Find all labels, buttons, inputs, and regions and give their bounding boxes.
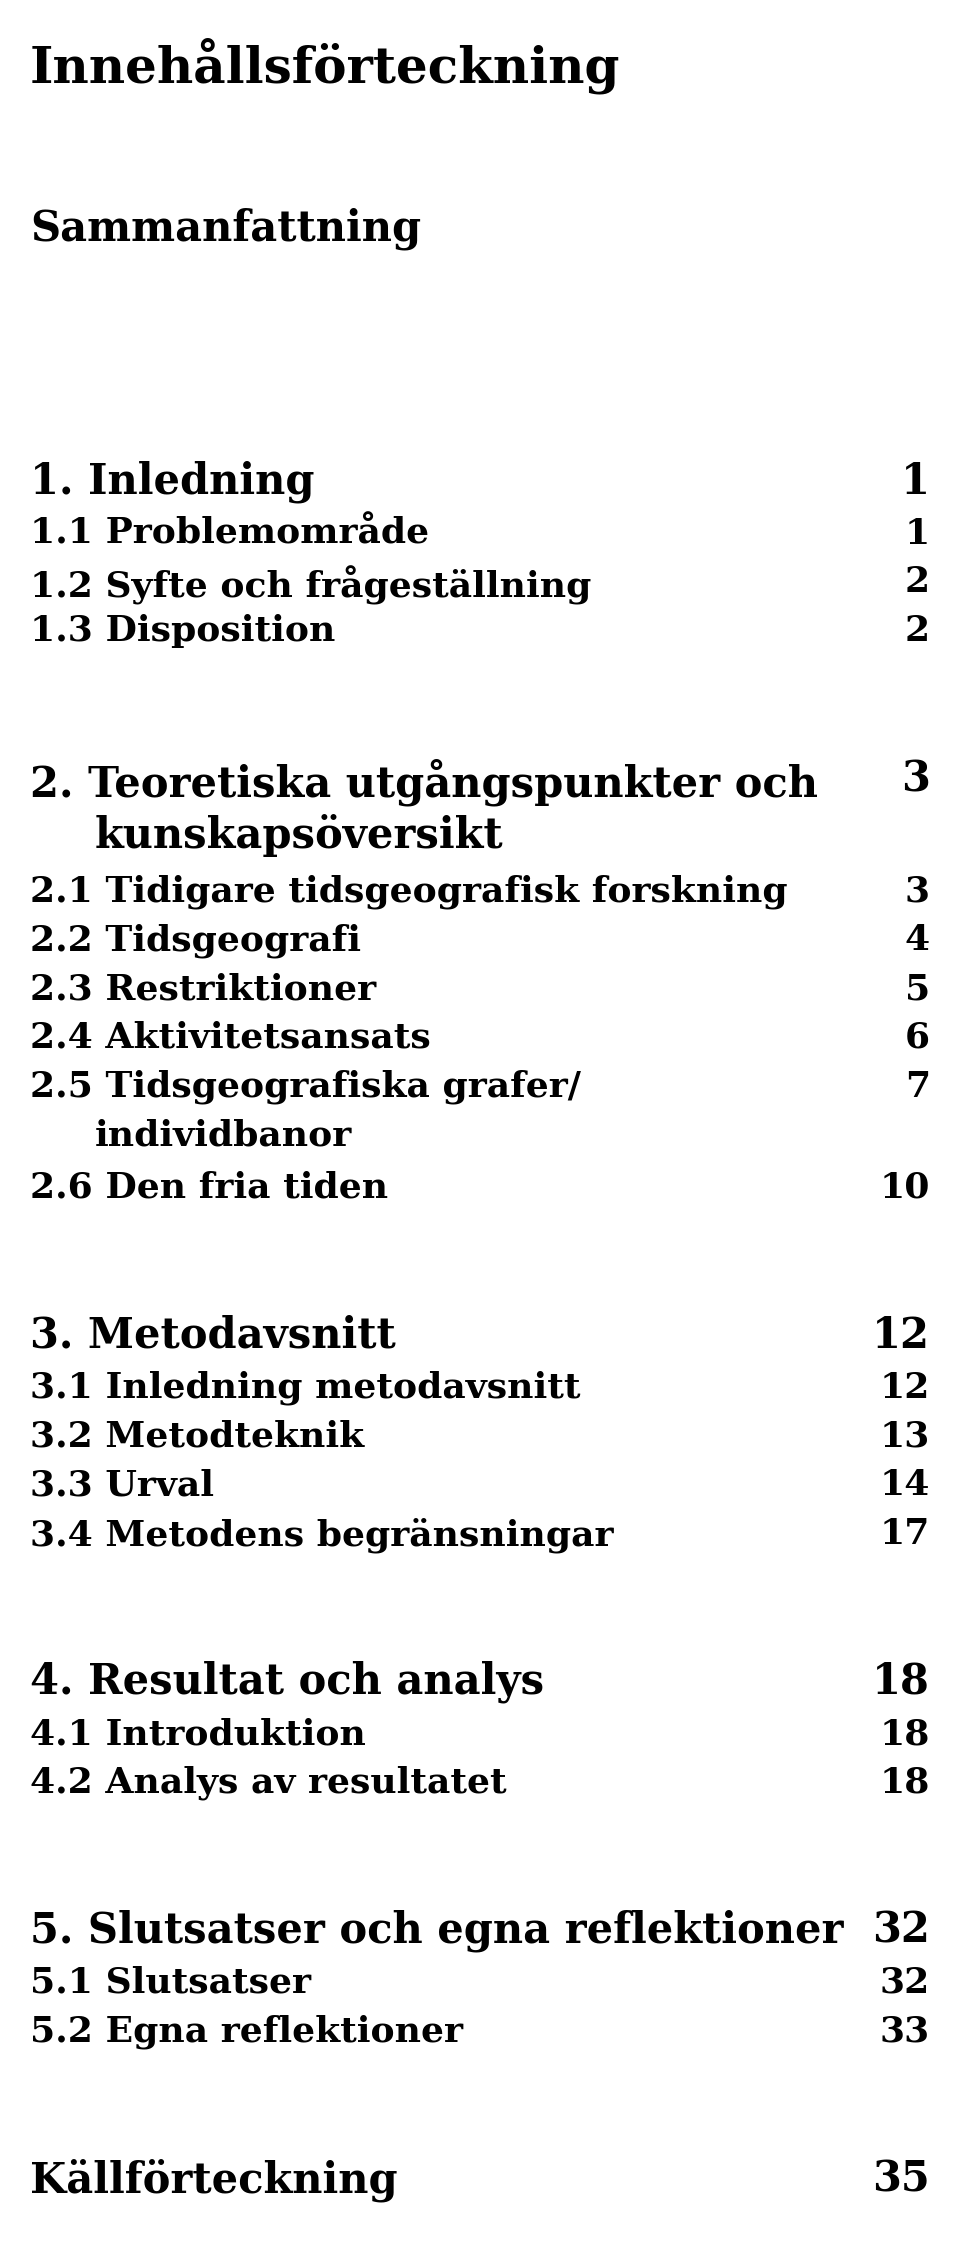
Text: 5.2 Egna reflektioner: 5.2 Egna reflektioner (30, 2014, 463, 2050)
Text: 32: 32 (872, 1910, 930, 1951)
Text: 3.2 Metodteknik: 3.2 Metodteknik (30, 1419, 364, 1453)
Text: 4.2 Analys av resultatet: 4.2 Analys av resultatet (30, 1767, 507, 1800)
Text: 6: 6 (905, 1021, 930, 1055)
Text: 4.1 Introduktion: 4.1 Introduktion (30, 1717, 366, 1751)
Text: 2. Teoretiska utgångspunkter och: 2. Teoretiska utgångspunkter och (30, 759, 818, 806)
Text: 12: 12 (872, 1316, 930, 1356)
Text: 4: 4 (905, 923, 930, 956)
Text: 4. Resultat och analys: 4. Resultat och analys (30, 1661, 544, 1704)
Text: Innehållsförteckning: Innehållsförteckning (30, 38, 620, 94)
Text: 3.3 Urval: 3.3 Urval (30, 1468, 214, 1502)
Text: 3: 3 (905, 876, 930, 909)
Text: Källförteckning: Källförteckning (30, 2157, 397, 2202)
Text: Sammanfattning: Sammanfattning (30, 209, 421, 251)
Text: 1.3 Disposition: 1.3 Disposition (30, 615, 335, 649)
Text: 2.6 Den fria tiden: 2.6 Den fria tiden (30, 1172, 388, 1206)
Text: 2.5 Tidsgeografiska grafer/: 2.5 Tidsgeografiska grafer/ (30, 1069, 581, 1105)
Text: 5.1 Slutsatser: 5.1 Slutsatser (30, 1967, 311, 2000)
Text: kunskapsöversikt: kunskapsöversikt (95, 815, 504, 858)
Text: 2.1 Tidigare tidsgeografisk forskning: 2.1 Tidigare tidsgeografisk forskning (30, 876, 787, 909)
Text: 2: 2 (905, 566, 930, 599)
Text: 2: 2 (905, 615, 930, 649)
Text: 1.1 Problemområde: 1.1 Problemområde (30, 516, 429, 550)
Text: 10: 10 (879, 1172, 930, 1206)
Text: 2.4 Aktivitetsansats: 2.4 Aktivitetsansats (30, 1021, 431, 1055)
Text: 18: 18 (879, 1717, 930, 1751)
Text: 5: 5 (904, 972, 930, 1006)
Text: 35: 35 (873, 2157, 930, 2200)
Text: 2.3 Restriktioner: 2.3 Restriktioner (30, 972, 376, 1006)
Text: 1: 1 (904, 516, 930, 550)
Text: 13: 13 (879, 1419, 930, 1453)
Text: 33: 33 (879, 2014, 930, 2047)
Text: 1.2 Syfte och frågeställning: 1.2 Syfte och frågeställning (30, 566, 591, 604)
Text: 12: 12 (879, 1372, 930, 1405)
Text: 32: 32 (879, 1967, 930, 2000)
Text: 7: 7 (905, 1069, 930, 1105)
Text: 3.1 Inledning metodavsnitt: 3.1 Inledning metodavsnitt (30, 1372, 581, 1405)
Text: 14: 14 (879, 1468, 930, 1502)
Text: 5. Slutsatser och egna reflektioner: 5. Slutsatser och egna reflektioner (30, 1910, 844, 1953)
Text: 3: 3 (901, 759, 930, 799)
Text: 2.2 Tidsgeografi: 2.2 Tidsgeografi (30, 923, 361, 959)
Text: individbanor: individbanor (95, 1118, 352, 1152)
Text: 3.4 Metodens begränsningar: 3.4 Metodens begränsningar (30, 1518, 613, 1554)
Text: 3. Metodavsnitt: 3. Metodavsnitt (30, 1316, 396, 1356)
Text: 18: 18 (872, 1661, 930, 1702)
Text: 1: 1 (901, 460, 930, 503)
Text: 17: 17 (879, 1518, 930, 1551)
Text: 1. Inledning: 1. Inledning (30, 460, 315, 503)
Text: 18: 18 (879, 1767, 930, 1800)
